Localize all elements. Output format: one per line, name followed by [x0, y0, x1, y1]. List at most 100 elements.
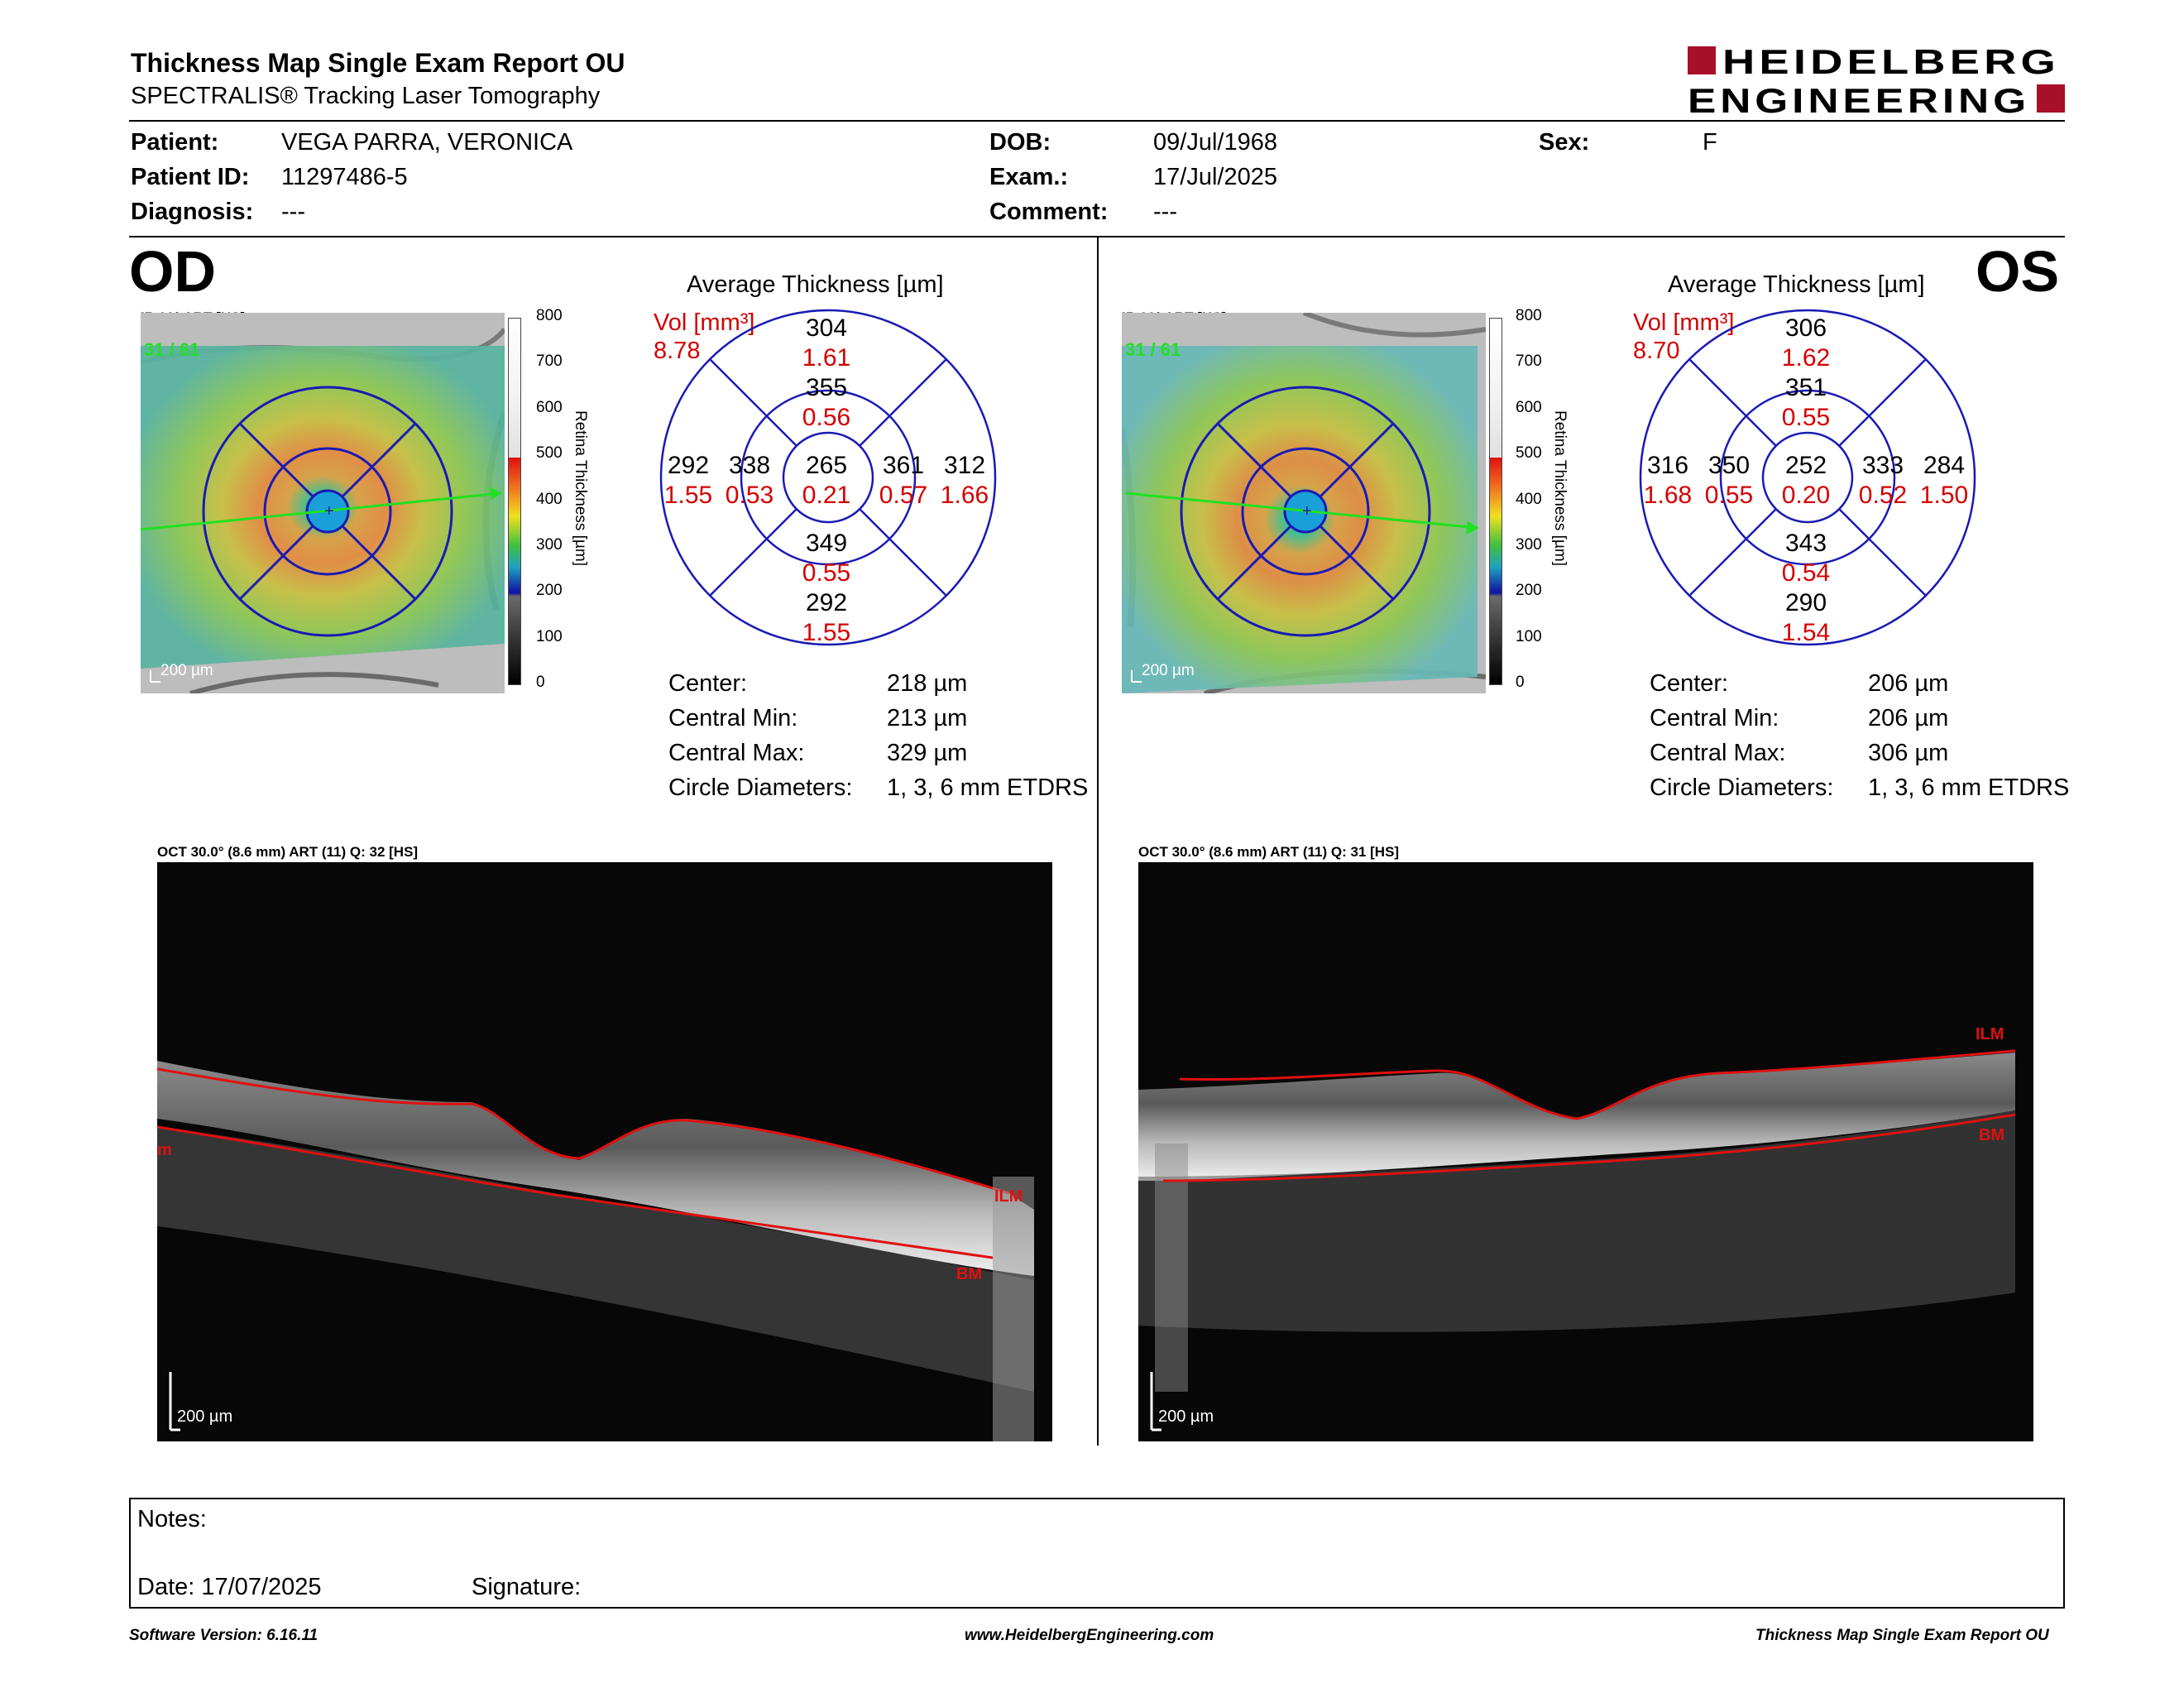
- os-colorbar-title: Retina Thickness [µm]: [1551, 410, 1569, 566]
- od-max-value: 329 µm: [887, 740, 968, 766]
- od-diam-label: Circle Diameters:: [668, 774, 853, 801]
- os-temp-inner: 350: [1708, 452, 1750, 479]
- od-temp-inner-vol: 0.53: [726, 482, 774, 509]
- os-inf-inner: 343: [1785, 530, 1827, 557]
- od-min-label: Central Min:: [668, 705, 798, 731]
- comment-label: Comment:: [989, 199, 1109, 225]
- comment-value: ---: [1153, 199, 1177, 225]
- od-temp-outer-vol: 1.55: [664, 482, 712, 509]
- diagnosis-value: ---: [281, 199, 305, 225]
- os-sup-outer-vol: 1.62: [1782, 344, 1830, 372]
- report-title: Thickness Map Single Exam Report OU: [131, 48, 625, 78]
- os-nasal-outer-vol: 1.50: [1920, 482, 1968, 509]
- heidelberg-logo: HEIDELBERG ENGINEERING: [1688, 42, 2068, 120]
- od-bm-label: BM: [956, 1265, 982, 1283]
- od-min-value: 213 µm: [887, 705, 968, 731]
- patient-name: VEGA PARRA, VERONICA: [281, 129, 573, 156]
- date-label: Date: 17/07/2025: [137, 1574, 322, 1600]
- od-fundus-thickness-map: + 31 / 61 200 µm: [141, 313, 505, 693]
- od-ilm-label: ILM: [994, 1187, 1023, 1206]
- od-center-vol: 0.21: [802, 482, 850, 509]
- os-temp-inner-vol: 0.55: [1705, 482, 1753, 509]
- os-sup-inner-vol: 0.55: [1782, 404, 1830, 431]
- os-oct-bscan: ILM BM 200 µm: [1138, 862, 2033, 1441]
- footer-software-version: Software Version: 6.16.11: [129, 1627, 318, 1644]
- od-temp-outer: 292: [668, 452, 709, 479]
- os-nasal-outer: 284: [1923, 452, 1965, 479]
- os-avg-title: Average Thickness [µm]: [1668, 271, 1925, 298]
- footer-report-name: Thickness Map Single Exam Report OU: [1755, 1627, 2049, 1644]
- os-center-vol: 0.20: [1782, 482, 1830, 509]
- svg-text:+: +: [324, 502, 334, 520]
- os-colorbar-ticks: 800 700 600 500 400 300 200 100 0: [1516, 307, 1542, 692]
- od-nasal-outer-vol: 1.66: [941, 482, 989, 509]
- od-oct-bscan: ILM BM m 200 µm: [157, 862, 1052, 1441]
- od-nasal-inner: 361: [883, 452, 924, 479]
- os-inf-outer-vol: 1.54: [1782, 619, 1830, 646]
- od-vol-value: 8.78: [654, 338, 701, 364]
- report-subtitle: SPECTRALIS® Tracking Laser Tomography: [131, 83, 601, 109]
- od-inf-outer-vol: 1.55: [802, 619, 850, 646]
- patient-id: 11297486-5: [281, 164, 408, 190]
- od-max-label: Central Max:: [668, 740, 805, 766]
- od-colorbar: [508, 318, 521, 685]
- od-inf-inner: 349: [806, 530, 847, 557]
- os-inf-outer: 290: [1785, 589, 1827, 616]
- os-center: 252: [1785, 452, 1827, 479]
- od-frame-counter: 31 / 61: [144, 339, 199, 360]
- notes-label: Notes:: [137, 1506, 207, 1532]
- os-center-value: 206 µm: [1868, 670, 1949, 697]
- od-fundus-scale: 200 µm: [160, 662, 213, 679]
- os-oct-scale: 200 µm: [1158, 1407, 1214, 1426]
- od-left-edge-label: m: [157, 1141, 172, 1159]
- patient-id-label: Patient ID:: [131, 164, 250, 190]
- os-diam-value: 1, 3, 6 mm ETDRS: [1868, 774, 2070, 801]
- od-avg-title: Average Thickness [µm]: [687, 271, 944, 298]
- patient-label: Patient:: [131, 129, 219, 156]
- sex-value: F: [1703, 129, 1717, 156]
- od-vol-label: Vol [mm³]: [654, 309, 755, 336]
- od-sup-outer: 304: [806, 314, 847, 342]
- os-bm-label: BM: [1979, 1126, 2004, 1144]
- os-colorbar: [1489, 318, 1502, 685]
- od-center-value: 218 µm: [887, 670, 968, 697]
- os-vol-label: Vol [mm³]: [1633, 309, 1735, 336]
- sex-label: Sex:: [1539, 129, 1590, 156]
- footer-website-link[interactable]: www.HeidelbergEngineering.com: [965, 1627, 1214, 1644]
- os-max-label: Central Max:: [1650, 740, 1786, 766]
- od-nasal-outer: 312: [944, 452, 985, 479]
- od-colorbar-ticks: 800 700 600 500 400 300 200 100 0: [536, 307, 563, 692]
- os-nasal-inner: 333: [1862, 452, 1904, 479]
- eye-divider: [1097, 237, 1099, 1446]
- od-oct-label: OCT 30.0° (8.6 mm) ART (11) Q: 32 [HS]: [157, 844, 419, 860]
- os-ilm-label: ILM: [1976, 1025, 2004, 1043]
- os-min-value: 206 µm: [1868, 705, 1949, 731]
- os-frame-counter: 31 / 61: [1125, 339, 1181, 360]
- od-inf-inner-vol: 0.55: [802, 559, 850, 587]
- os-fundus-scale: 200 µm: [1142, 662, 1195, 679]
- os-fundus-thickness-map: + 31 / 61 200 µm: [1122, 313, 1486, 693]
- od-etdrs-grid: 304 1.61 355 0.56 292 1.55 338 0.53 265 …: [659, 308, 998, 651]
- os-eye-label: OS: [1976, 239, 2060, 304]
- od-temp-inner: 338: [729, 452, 770, 479]
- svg-text:+: +: [1302, 502, 1312, 520]
- od-eye-label: OD: [129, 239, 216, 304]
- od-oct-scale: 200 µm: [177, 1407, 232, 1426]
- os-center-label: Center:: [1650, 670, 1729, 697]
- os-sup-outer: 306: [1785, 314, 1827, 342]
- os-min-label: Central Min:: [1650, 705, 1779, 731]
- od-diam-value: 1, 3, 6 mm ETDRS: [887, 774, 1089, 801]
- od-inf-outer: 292: [806, 589, 847, 616]
- notes-box[interactable]: Notes: Date: 17/07/2025 Signature:: [129, 1498, 2065, 1609]
- od-center: 265: [806, 452, 847, 479]
- os-diam-label: Circle Diameters:: [1650, 774, 1834, 801]
- os-temp-outer-vol: 1.68: [1644, 482, 1692, 509]
- od-nasal-inner-vol: 0.57: [879, 482, 927, 509]
- dob-value: 09/Jul/1968: [1153, 129, 1277, 156]
- os-max-value: 306 µm: [1868, 740, 1949, 766]
- diagnosis-label: Diagnosis:: [131, 199, 254, 225]
- os-vol-value: 8.70: [1633, 338, 1680, 364]
- dob-label: DOB:: [989, 129, 1051, 156]
- od-colorbar-title: Retina Thickness [µm]: [572, 410, 589, 566]
- logo-text-1: HEIDELBERG: [1722, 46, 2060, 81]
